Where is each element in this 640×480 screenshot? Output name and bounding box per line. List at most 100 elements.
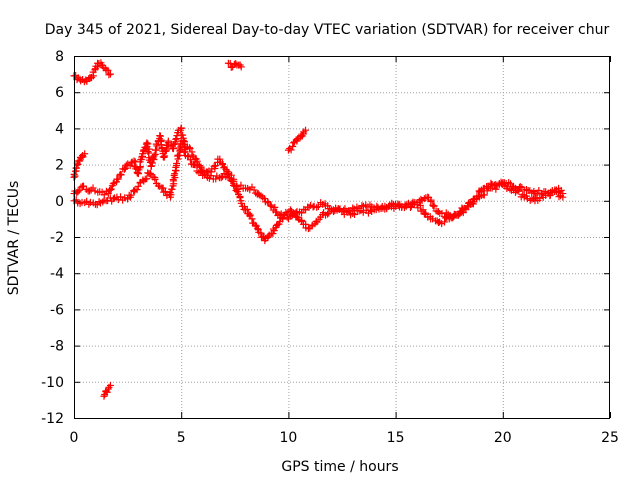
data-point <box>413 200 421 208</box>
data-point <box>181 148 189 156</box>
data-point <box>535 186 543 194</box>
data-point <box>197 163 205 171</box>
data-point <box>313 203 321 211</box>
data-point <box>449 214 457 222</box>
data-point <box>261 195 269 203</box>
data-point <box>503 185 511 193</box>
data-point <box>220 170 228 178</box>
data-point <box>251 221 259 229</box>
data-point <box>127 191 135 199</box>
data-series <box>70 59 114 86</box>
data-series <box>70 137 567 245</box>
data-point <box>105 71 113 79</box>
data-point <box>167 191 175 199</box>
data-point <box>104 385 112 393</box>
data-point <box>248 215 256 223</box>
y-axis-label: SDTVAR / TECUs <box>6 181 22 296</box>
data-point <box>287 206 295 214</box>
data-point <box>462 205 470 213</box>
x-tick-label: 20 <box>494 430 512 446</box>
data-point <box>237 199 245 207</box>
data-point <box>232 60 240 68</box>
data-point <box>345 207 353 215</box>
y-tick-label: 8 <box>55 49 64 65</box>
data-point <box>469 200 477 208</box>
data-point <box>445 215 453 223</box>
data-point <box>193 157 201 165</box>
data-point <box>401 202 409 210</box>
data-point <box>304 225 312 233</box>
y-tick-label: -4 <box>50 266 64 282</box>
data-point <box>302 126 310 134</box>
data-point <box>511 188 519 196</box>
data-point <box>143 175 151 183</box>
data-point <box>103 388 111 396</box>
data-point <box>121 164 129 172</box>
data-series <box>284 126 310 154</box>
data-point <box>516 183 524 191</box>
data-point <box>114 175 122 183</box>
data-point <box>351 211 359 219</box>
data-point <box>75 186 83 194</box>
data-point <box>171 170 179 178</box>
y-tick-label: 6 <box>55 85 64 101</box>
plot-frame <box>74 56 610 419</box>
data-point <box>120 165 128 173</box>
data-point <box>429 201 437 209</box>
data-point <box>257 192 265 200</box>
y-tick-label: -6 <box>50 302 64 318</box>
data-point <box>487 179 495 187</box>
data-point <box>177 124 185 132</box>
data-point <box>106 381 114 389</box>
data-point <box>151 175 159 183</box>
data-point <box>117 171 125 179</box>
data-point <box>287 146 295 154</box>
data-point <box>246 211 254 219</box>
data-point <box>236 61 244 69</box>
x-tick-label: 0 <box>70 430 79 446</box>
data-point <box>196 162 204 170</box>
data-series <box>224 59 245 71</box>
data-point <box>138 153 146 161</box>
data-point <box>257 229 265 237</box>
data-point <box>152 146 160 154</box>
data-point <box>172 135 180 143</box>
data-point <box>386 201 394 209</box>
data-point <box>559 193 567 201</box>
data-point <box>217 174 225 182</box>
data-point <box>168 185 176 193</box>
data-point <box>104 66 112 74</box>
data-point <box>264 233 272 241</box>
data-point <box>202 170 210 178</box>
data-point <box>450 212 458 220</box>
data-point <box>153 142 161 150</box>
data-point <box>229 177 237 185</box>
y-tick-label: 0 <box>55 194 64 210</box>
y-tick-label: -8 <box>50 339 64 355</box>
data-point <box>134 182 142 190</box>
data-point <box>150 152 158 160</box>
data-point <box>133 186 141 194</box>
grid-layer <box>74 56 610 418</box>
data-point <box>126 162 134 170</box>
data-points <box>70 59 567 400</box>
data-point <box>430 202 438 210</box>
data-point <box>279 215 287 223</box>
y-tick-label: -2 <box>50 230 64 246</box>
data-point <box>254 225 262 233</box>
data-point <box>107 185 115 193</box>
data-point <box>273 208 281 216</box>
x-axis-label: GPS time / hours <box>281 459 398 475</box>
data-point <box>314 203 322 211</box>
data-point <box>515 187 523 195</box>
y-tick-label: -12 <box>41 411 64 427</box>
data-point <box>236 193 244 201</box>
data-point <box>81 150 89 158</box>
x-tick-label: 5 <box>177 430 186 446</box>
data-point <box>230 181 238 189</box>
data-point <box>99 198 107 206</box>
data-point <box>536 194 544 202</box>
data-point <box>383 205 391 213</box>
